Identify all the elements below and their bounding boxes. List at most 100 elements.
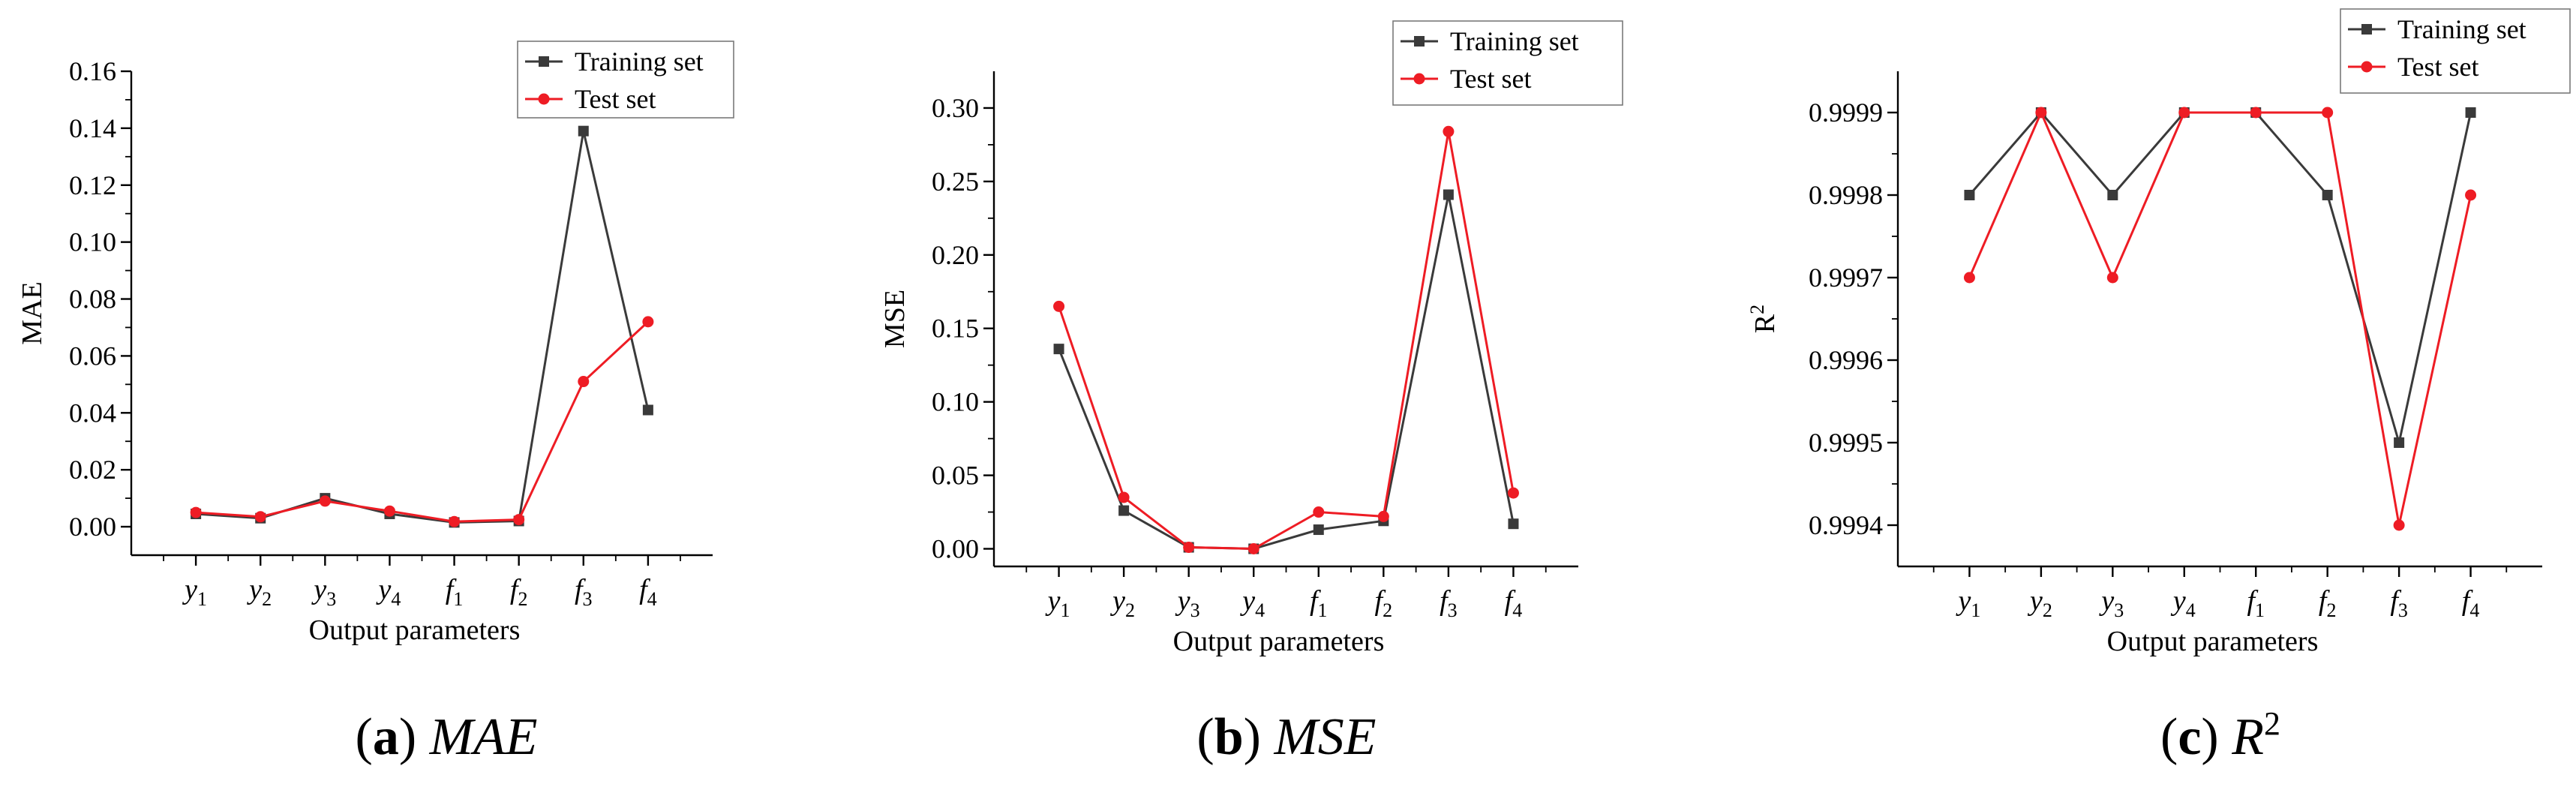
test-point (1507, 487, 1519, 499)
test-point (2178, 107, 2190, 119)
training-point (2322, 190, 2333, 200)
legend-marker-square (1414, 36, 1425, 47)
y-tick-label: 0.00 (69, 512, 116, 542)
x-tick-label-y4: y4 (1239, 585, 1265, 621)
y-tick-label: 0.9994 (1809, 510, 1883, 540)
panel-mae: 0.00 0.02 0.04 0.06 0.08 0.10 0.12 0.14 0.16 y1 y2… (17, 41, 734, 766)
y-tick-label: 0.9999 (1809, 98, 1883, 128)
panel-caption: (c) R2 (2160, 705, 2280, 766)
test-point (2322, 107, 2334, 119)
y-tick-label: 0.14 (69, 113, 116, 143)
y-tick-label: 0.16 (69, 56, 116, 86)
y-tick-label: 0.00 (932, 533, 979, 563)
test-point (513, 514, 525, 526)
x-tick-label-y1: y1 (1956, 585, 1981, 621)
y-tick-label: 0.9996 (1809, 345, 1883, 375)
test-point (642, 316, 654, 328)
x-tick-label-y2: y2 (246, 574, 272, 610)
test-point (2393, 519, 2405, 531)
x-tick-label-y1: y1 (182, 574, 207, 610)
training-point (2107, 190, 2118, 200)
y-tick-label: 0.25 (932, 167, 979, 197)
x-tick-label-y4: y4 (376, 574, 401, 610)
x-tick-label-y4: y4 (2170, 585, 2196, 621)
y-tick-label: 0.20 (932, 240, 979, 270)
y-tick-label: 0.04 (69, 398, 116, 428)
training-point (578, 125, 589, 137)
y-tick-label: 0.05 (932, 461, 979, 491)
test-point (2465, 189, 2477, 201)
test-point (578, 376, 590, 388)
legend-marker-circle (1413, 73, 1425, 85)
series-line-test (1968, 110, 2472, 526)
legend-marker-circle (2361, 61, 2373, 73)
test-point (449, 515, 461, 527)
panel-caption: (b) MSE (1196, 708, 1376, 766)
training-point (1443, 189, 1454, 200)
test-point (2035, 107, 2047, 119)
legend-label: Training set (1450, 26, 1579, 56)
legend-label: Training set (575, 47, 704, 77)
y-tick-label: 0.10 (69, 227, 116, 257)
legend-label: Test set (2397, 52, 2478, 82)
y-tick-label: 0.15 (932, 314, 979, 344)
series-line-test (196, 320, 649, 523)
y-tick-label: 0.9997 (1809, 263, 1883, 293)
training-point (2394, 437, 2405, 448)
legend-label: Test set (575, 84, 656, 114)
test-point (1963, 272, 1975, 284)
legend-label: Test set (1450, 64, 1531, 94)
legend-box (1392, 20, 1623, 106)
y-tick-label: 0.30 (932, 93, 979, 123)
legend-box (2340, 8, 2571, 94)
series-line-training (1058, 194, 1515, 551)
test-point (1377, 510, 1389, 522)
x-tick-label-y3: y3 (1175, 585, 1200, 621)
y-tick-label: 0.9998 (1809, 180, 1883, 210)
legend-marker-square (2361, 24, 2372, 35)
test-point (254, 511, 266, 523)
training-point (1313, 524, 1324, 536)
test-point (1183, 542, 1195, 554)
training-point (1053, 344, 1064, 355)
legend-marker-square (539, 56, 549, 67)
legend-label: Training set (2397, 14, 2526, 44)
panel-caption: (a) MAE (356, 708, 538, 766)
y-tick-label: 0.08 (69, 284, 116, 314)
test-point (319, 495, 331, 507)
legend-marker-circle (538, 93, 550, 105)
x-tick-label-y3: y3 (311, 574, 336, 610)
training-point (1508, 518, 1519, 530)
test-point (1247, 542, 1259, 554)
x-axis-title: Output parameters (1173, 626, 1385, 657)
training-point (1964, 190, 1975, 200)
test-point (1443, 125, 1455, 137)
legend-box (517, 41, 734, 119)
x-tick-label-y1: y1 (1045, 585, 1070, 621)
x-tick-label-y2: y2 (1109, 585, 1135, 621)
y-axis-title: MSE (879, 290, 911, 348)
y-tick-label: 0.9995 (1809, 428, 1883, 458)
panel-r2: 0.9994 0.9995 0.9996 0.9997 0.9998 0.9999 y1 y2… (1746, 8, 2571, 766)
training-point (1118, 505, 1130, 516)
test-point (1053, 300, 1065, 312)
x-tick-label-y2: y2 (2027, 585, 2052, 621)
test-point (190, 506, 202, 518)
y-axis-title: R2 (1746, 305, 1781, 333)
test-point (1118, 491, 1130, 503)
training-point (642, 404, 653, 416)
y-axis-title: MAE (17, 281, 48, 344)
x-axis-title: Output parameters (309, 614, 521, 646)
series-line-test (1058, 131, 1515, 551)
test-point (2250, 107, 2262, 119)
y-tick-label: 0.10 (932, 387, 979, 417)
y-tick-label: 0.02 (69, 455, 116, 485)
test-point (383, 505, 395, 517)
test-point (2106, 272, 2118, 284)
x-axis-title: Output parameters (2107, 626, 2319, 657)
test-point (1313, 506, 1325, 518)
x-tick-label-y3: y3 (2098, 585, 2124, 621)
